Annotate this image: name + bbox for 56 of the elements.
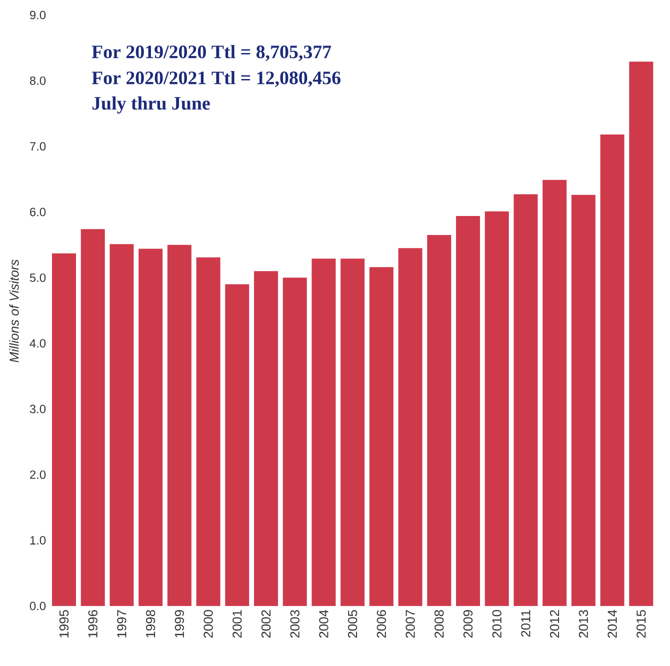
bar [52,253,76,606]
y-tick-label: 6.0 [30,208,46,216]
y-tick-label: 2.0 [30,470,46,479]
x-tick-label: 2008 [434,610,444,638]
y-tick-label: 5.0 [30,273,46,282]
y-tick-label: 3.0 [30,404,46,414]
x-tick-label: 2004 [319,610,328,638]
x-tick-label: 1995 [59,610,69,638]
y-tick-label: 8.0 [30,76,46,85]
x-tick-label: 1997 [117,610,126,638]
y-tick-label: 1.0 [30,536,46,545]
bar [340,258,365,606]
x-tick-label: 2014 [608,610,617,638]
bar [456,216,480,606]
bar [80,229,105,606]
y-tick-label: 0.0 [30,602,46,610]
bar [110,244,134,606]
x-tick-label: 2015 [636,610,646,638]
bar [600,134,624,606]
x-tick-label: 2012 [550,610,560,638]
bar [225,284,250,606]
y-tick-label: 9.0 [30,10,46,20]
bar [167,244,192,606]
bar [312,258,336,606]
y-axis-title: Millions of Visitors [9,260,19,362]
x-tick-label: 2011 [521,610,530,637]
x-tick-label: 2002 [261,610,271,638]
x-tick-label: 1999 [174,610,184,638]
x-tick-label: 2009 [463,610,473,638]
annotation: July thru June [92,96,210,114]
bar [282,278,307,606]
bar [427,234,452,606]
bar [629,62,654,606]
x-tick-label: 1998 [146,610,156,638]
bar [398,248,422,606]
y-tick-label: 7.0 [30,142,46,151]
x-tick-label: 2007 [406,610,415,638]
y-tick-label: 4.0 [30,339,46,348]
x-tick-label: 2010 [492,610,502,638]
bar [196,257,220,606]
x-tick-label: 1996 [88,610,98,638]
x-tick-label: 2006 [376,610,386,638]
bar [542,180,567,606]
bar [138,248,163,606]
x-tick-label: 2005 [348,610,358,638]
x-tick-label: 2003 [290,610,300,638]
bar [514,194,538,606]
annotation: For 2020/2021 Ttl = 12,080,456 [92,70,340,88]
bar [254,271,278,606]
annotation: For 2019/2020 Ttl = 8,705,377 [92,44,332,62]
x-tick-label: 2000 [204,610,213,638]
x-tick-label: 2001 [232,610,242,638]
bar [571,194,596,606]
bar [369,267,394,606]
bar [484,211,509,606]
x-tick-label: 2013 [578,610,588,638]
